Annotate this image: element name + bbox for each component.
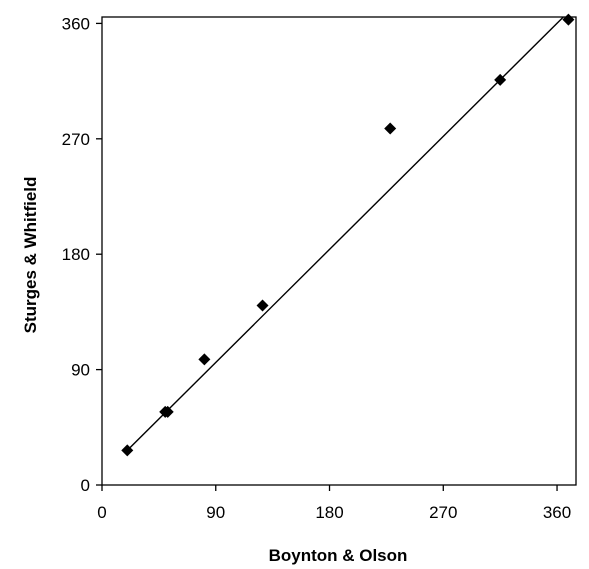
plot-area-frame <box>101 16 577 486</box>
x-tick-label: 270 <box>429 503 457 522</box>
data-point-diamond <box>384 122 397 135</box>
y-tick-label: 0 <box>81 476 90 495</box>
x-tick-label: 180 <box>315 503 343 522</box>
data-point-diamond <box>494 73 507 86</box>
y-tick-label: 360 <box>62 14 90 33</box>
y-tick-label: 90 <box>71 361 90 380</box>
x-tick-label: 0 <box>97 503 106 522</box>
x-tick-label: 360 <box>543 503 571 522</box>
data-point-diamond <box>198 353 211 366</box>
linear-trendline <box>126 16 564 451</box>
data-point-diamond <box>256 299 269 312</box>
x-tick-label: 90 <box>206 503 225 522</box>
y-tick-label: 270 <box>62 130 90 149</box>
data-point-diamond <box>121 444 134 457</box>
y-tick-label: 180 <box>62 245 90 264</box>
x-axis-title: Boynton & Olson <box>269 546 408 565</box>
data-point-diamond <box>161 405 174 418</box>
data-point-diamond <box>562 13 575 26</box>
y-axis-title: Sturges & Whitfield <box>21 177 40 334</box>
